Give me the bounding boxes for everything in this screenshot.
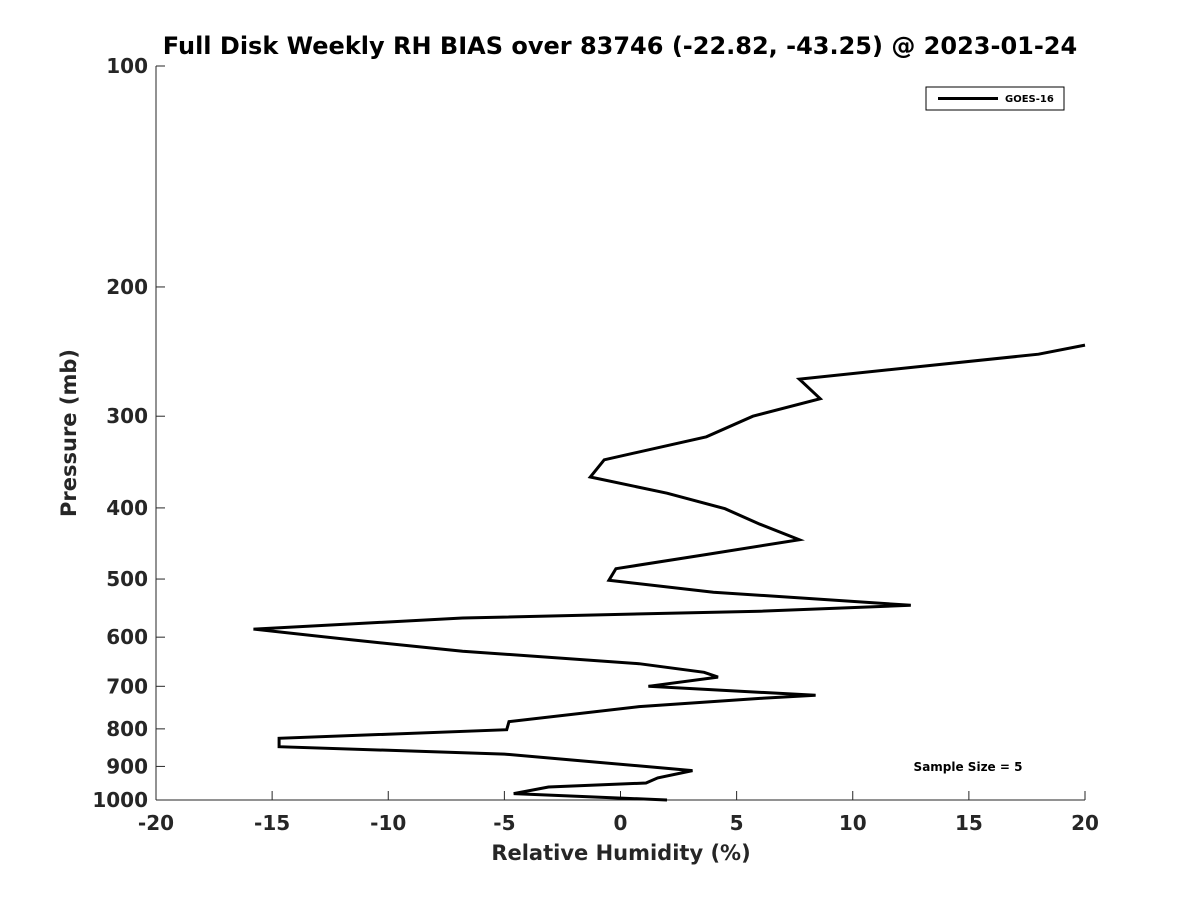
x-tick-label: 20 [1071, 811, 1099, 835]
x-tick-label: -5 [493, 811, 515, 835]
y-tick-label: 800 [106, 717, 148, 741]
x-tick-label: -10 [370, 811, 406, 835]
sample-size-annotation: Sample Size = 5 [914, 760, 1023, 774]
x-tick-label: 5 [730, 811, 744, 835]
y-tick-label: 100 [106, 54, 148, 78]
legend: GOES-16 [925, 86, 1065, 111]
legend-label-goes-16: GOES-16 [1005, 94, 1054, 105]
y-tick-label: 200 [106, 275, 148, 299]
y-tick-label: 500 [106, 567, 148, 591]
y-tick-label: 600 [106, 625, 148, 649]
x-tick-label: -20 [138, 811, 174, 835]
series-line-goes-16 [253, 343, 1086, 802]
y-tick-label: 1000 [92, 788, 148, 812]
x-axis-label: Relative Humidity (%) [491, 841, 750, 865]
chart-title: Full Disk Weekly RH BIAS over 83746 (-22… [163, 32, 1077, 60]
y-tick-label: 400 [106, 496, 148, 520]
x-tick-label: 15 [955, 811, 983, 835]
y-tick-label: 300 [106, 404, 148, 428]
x-tick-label: 10 [839, 811, 867, 835]
x-tick-label: 0 [614, 811, 628, 835]
y-tick-label: 700 [106, 674, 148, 698]
y-tick-label: 900 [106, 754, 148, 778]
x-tick-label: -15 [254, 811, 290, 835]
y-axis-label: Pressure (mb) [57, 349, 81, 517]
